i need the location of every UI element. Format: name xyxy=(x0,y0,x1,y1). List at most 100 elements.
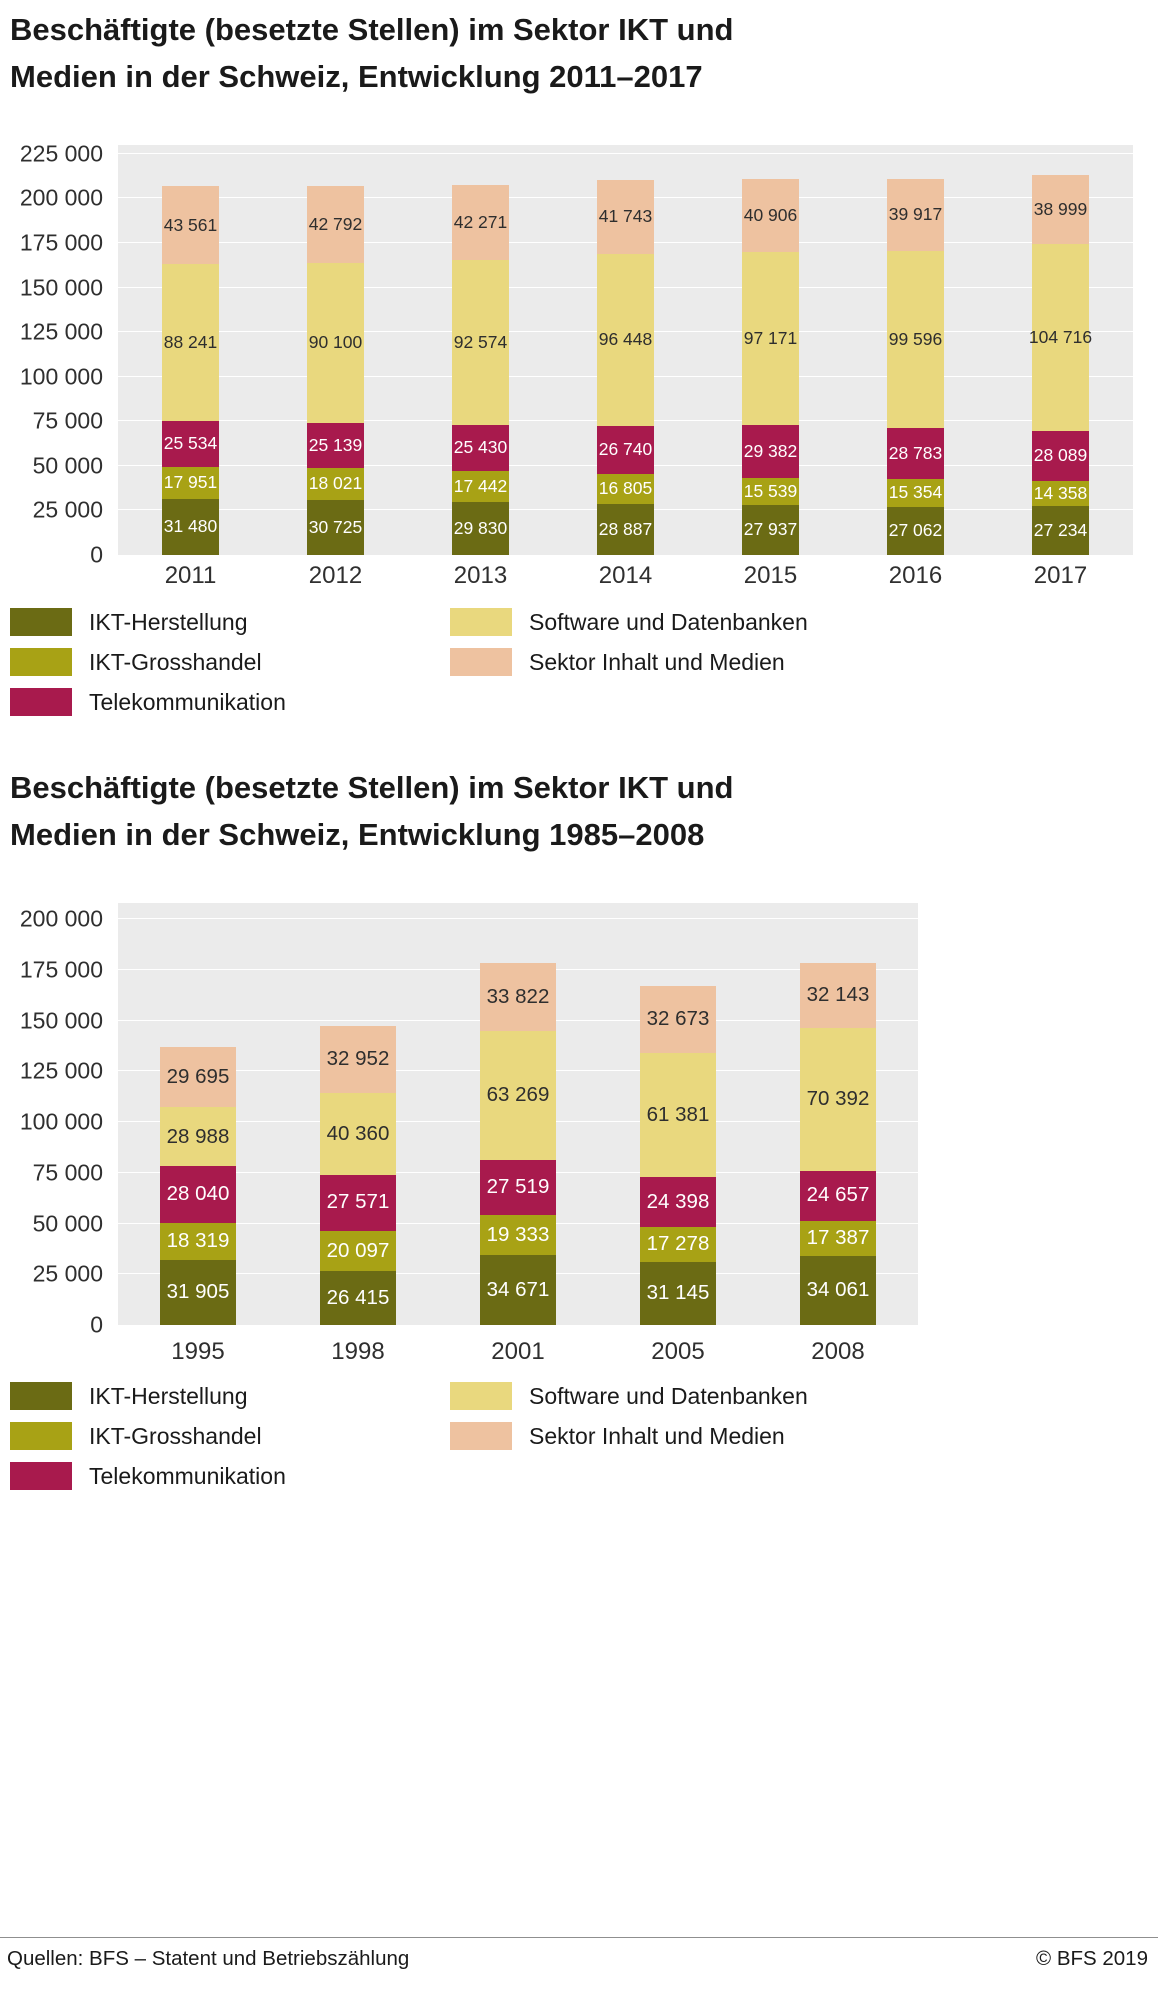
segment-ikt-grosshandel: 17 442 xyxy=(452,470,509,502)
y-tick-label: 225 000 xyxy=(19,140,103,167)
y-tick-label: 50 000 xyxy=(32,452,103,479)
bars-layer: 31 480 17 951 25 534 88 241 43 561 30 725 18 0… xyxy=(118,145,1133,555)
segment-value-label: 92 574 xyxy=(453,332,508,353)
bar-2008: 34 061 17 387 24 657 70 392 32 143 xyxy=(800,903,876,1325)
plot-area: 31 480 17 951 25 534 88 241 43 561 30 725 18 0… xyxy=(118,145,1133,555)
segment-ikt-grosshandel: 17 278 xyxy=(640,1226,716,1262)
segment-telekommunikation: 29 382 xyxy=(742,425,799,478)
segment-software-und-datenbanken: 90 100 xyxy=(307,262,364,424)
segment-value-label: 38 999 xyxy=(1033,198,1088,219)
segment-ikt-herstellung: 27 062 xyxy=(887,506,944,555)
gridline xyxy=(118,152,1133,154)
segment-sektor-inhalt-und-medien: 42 792 xyxy=(307,186,364,263)
y-tick-label: 0 xyxy=(90,1311,103,1338)
segment-value-label: 27 519 xyxy=(486,1175,550,1199)
segment-ikt-grosshandel: 18 021 xyxy=(307,468,364,501)
segment-telekommunikation: 25 534 xyxy=(162,421,219,467)
segment-value-label: 30 725 xyxy=(308,516,363,537)
x-tick-label: 2014 xyxy=(598,562,653,589)
segment-value-label: 39 917 xyxy=(888,204,943,225)
segment-ikt-herstellung: 31 905 xyxy=(160,1260,236,1325)
legend-swatch xyxy=(10,1422,72,1450)
segment-value-label: 96 448 xyxy=(598,329,653,350)
segment-sektor-inhalt-und-medien: 32 673 xyxy=(640,986,716,1053)
legend-label: Telekommunikation xyxy=(89,1462,286,1489)
x-tick-label: 2013 xyxy=(453,562,508,589)
segment-value-label: 88 241 xyxy=(163,331,218,352)
segment-software-und-datenbanken: 92 574 xyxy=(452,260,509,426)
segment-value-label: 97 171 xyxy=(743,327,798,348)
segment-value-label: 61 381 xyxy=(646,1102,710,1126)
bar-2016: 27 062 15 354 28 783 99 596 39 917 xyxy=(887,145,944,555)
y-tick-label: 125 000 xyxy=(19,318,103,345)
copyright-text: © BFS 2019 xyxy=(1036,1947,1148,1970)
segment-value-label: 17 387 xyxy=(806,1226,870,1250)
bar-slot: 27 234 14 358 28 089 104 716 38 999 xyxy=(988,145,1133,555)
x-axis: 1995 1998 2001 2005 2008 xyxy=(118,1338,918,1366)
segment-value-label: 32 143 xyxy=(806,982,870,1006)
legend-item-sektor-inhalt-und-medien: Sektor Inhalt und Medien xyxy=(450,642,808,682)
segment-value-label: 15 539 xyxy=(743,480,798,501)
segment-sektor-inhalt-und-medien: 38 999 xyxy=(1032,174,1089,245)
y-tick-label: 75 000 xyxy=(32,407,103,434)
segment-software-und-datenbanken: 96 448 xyxy=(597,253,654,426)
legend-label: IKT-Grosshandel xyxy=(89,1422,262,1449)
bar-slot: 27 937 15 539 29 382 97 171 40 906 xyxy=(698,145,843,555)
y-tick-label: 200 000 xyxy=(19,184,103,211)
segment-software-und-datenbanken: 28 988 xyxy=(160,1107,236,1167)
segment-telekommunikation: 27 571 xyxy=(320,1174,396,1231)
legend-label: Sektor Inhalt und Medien xyxy=(529,648,785,675)
segment-ikt-herstellung: 28 887 xyxy=(597,503,654,555)
segment-telekommunikation: 28 040 xyxy=(160,1166,236,1224)
legend-swatch xyxy=(10,688,72,716)
legend-label: Sektor Inhalt und Medien xyxy=(529,1422,785,1449)
segment-value-label: 42 271 xyxy=(453,211,508,232)
legend: IKT-Herstellung IKT-Grosshandel Telekommun… xyxy=(10,602,808,722)
segment-ikt-herstellung: 30 725 xyxy=(307,500,364,555)
segment-value-label: 31 905 xyxy=(166,1280,230,1304)
bar-1995: 31 905 18 319 28 040 28 988 29 695 xyxy=(160,903,236,1325)
segment-value-label: 15 354 xyxy=(888,482,943,503)
bar-2014: 28 887 16 805 26 740 96 448 41 743 xyxy=(597,145,654,555)
bar-2017: 27 234 14 358 28 089 104 716 38 999 xyxy=(1029,145,1092,555)
segment-telekommunikation: 28 783 xyxy=(887,428,944,480)
legend-item-software-und-datenbanken: Software und Datenbanken xyxy=(450,602,808,642)
segment-value-label: 25 139 xyxy=(308,434,363,455)
segment-value-label: 99 596 xyxy=(888,328,943,349)
segment-sektor-inhalt-und-medien: 29 695 xyxy=(160,1047,236,1108)
segment-ikt-herstellung: 27 234 xyxy=(1032,506,1089,555)
x-tick-label: 2012 xyxy=(308,562,363,589)
segment-value-label: 14 358 xyxy=(1033,482,1088,503)
legend-item-telekommunikation: Telekommunikation xyxy=(10,682,450,722)
segment-value-label: 26 415 xyxy=(326,1285,390,1309)
legend-item-software-und-datenbanken: Software und Datenbanken xyxy=(450,1376,808,1416)
segment-value-label: 33 822 xyxy=(486,984,550,1008)
x-tick-label: 1995 xyxy=(171,1338,225,1365)
segment-telekommunikation: 27 519 xyxy=(480,1159,556,1216)
segment-value-label: 32 673 xyxy=(646,1007,710,1031)
bar-slot: 34 061 17 387 24 657 70 392 32 143 xyxy=(758,903,918,1325)
segment-value-label: 34 061 xyxy=(806,1278,870,1302)
bar-slot: 29 830 17 442 25 430 92 574 42 271 xyxy=(408,145,553,555)
legend-label: Software und Datenbanken xyxy=(529,608,808,635)
segment-value-label: 31 145 xyxy=(646,1281,710,1305)
chart-title-line1: Beschäftigte (besetzte Stellen) im Sekto… xyxy=(10,12,734,47)
chart-title: Beschäftigte (besetzte Stellen) im Sekto… xyxy=(10,6,733,100)
segment-ikt-grosshandel: 18 319 xyxy=(160,1223,236,1261)
y-tick-label: 25 000 xyxy=(32,496,103,523)
y-tick-label: 175 000 xyxy=(19,229,103,256)
legend-label: Telekommunikation xyxy=(89,688,286,715)
segment-value-label: 27 234 xyxy=(1033,519,1088,540)
segment-sektor-inhalt-und-medien: 41 743 xyxy=(597,179,654,254)
legend-item-ikt-herstellung: IKT-Herstellung xyxy=(10,602,450,642)
segment-value-label: 17 278 xyxy=(646,1232,710,1256)
segment-value-label: 34 671 xyxy=(486,1277,550,1301)
bar-slot: 26 415 20 097 27 571 40 360 32 952 xyxy=(278,903,438,1325)
segment-ikt-grosshandel: 15 354 xyxy=(887,479,944,507)
legend-swatch xyxy=(10,608,72,636)
segment-value-label: 70 392 xyxy=(806,1086,870,1110)
segment-telekommunikation: 25 430 xyxy=(452,425,509,471)
legend-item-sektor-inhalt-und-medien: Sektor Inhalt und Medien xyxy=(450,1416,808,1456)
segment-value-label: 32 952 xyxy=(326,1047,390,1071)
segment-ikt-herstellung: 26 415 xyxy=(320,1271,396,1325)
